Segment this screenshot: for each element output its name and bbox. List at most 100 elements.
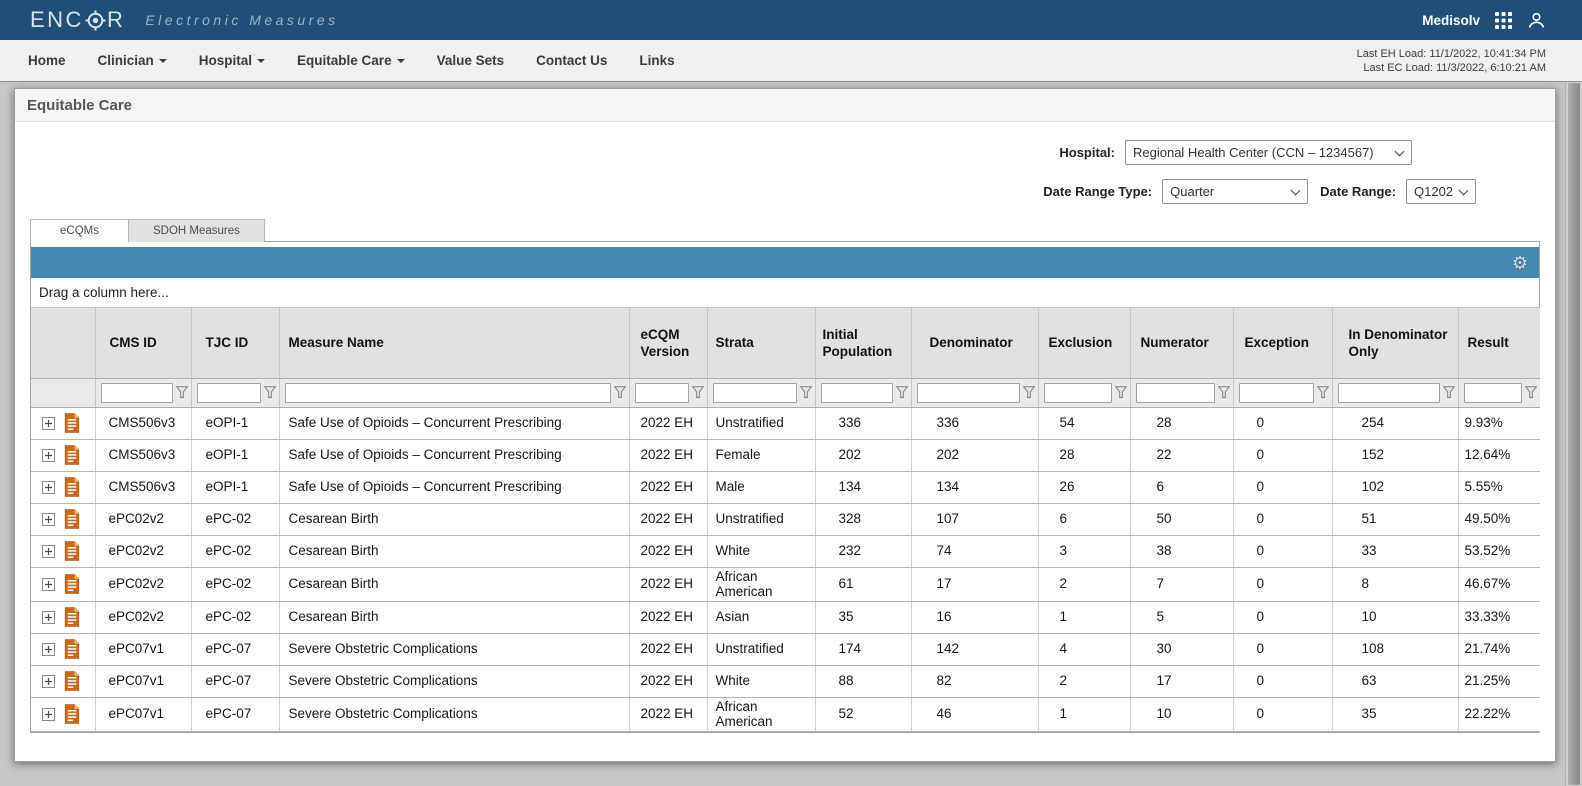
cell-numerator: 6 xyxy=(1130,471,1234,504)
nav-item-clinician[interactable]: Clinician xyxy=(82,53,183,68)
column-filter-input[interactable] xyxy=(284,382,611,403)
filter-funnel-icon[interactable] xyxy=(691,386,704,399)
cell-numerator: 50 xyxy=(1130,503,1234,536)
vertical-scrollbar[interactable] xyxy=(1565,82,1582,786)
column-filter-input[interactable] xyxy=(712,382,797,403)
table-body: CMS506v3 eOPI-1 Safe Use of Opioids – Co… xyxy=(31,407,1540,732)
cell-result: 53.52% xyxy=(1458,535,1540,568)
cell-strata: Unstratified xyxy=(707,503,816,536)
column-filter-input[interactable] xyxy=(1043,382,1112,403)
last-eh-load-text: Last EH Load: 11/1/2022, 10:41:34 PM xyxy=(1356,47,1546,60)
cell-numerator: 38 xyxy=(1130,535,1234,568)
column-filter-input[interactable] xyxy=(1238,382,1314,403)
expand-row-icon[interactable] xyxy=(42,512,55,526)
cell-strata: White xyxy=(707,665,816,698)
nav-item-equitable-care[interactable]: Equitable Care xyxy=(281,53,421,68)
filter-funnel-icon[interactable] xyxy=(1022,386,1035,399)
column-filter-input[interactable] xyxy=(196,382,261,403)
expand-row-icon[interactable] xyxy=(42,480,55,494)
column-filter-input[interactable] xyxy=(1463,382,1522,403)
filter-funnel-icon[interactable] xyxy=(1217,386,1230,399)
cell-measure-name: Cesarean Birth xyxy=(279,503,630,536)
cell-ecqm-version: 2022 EH xyxy=(629,633,708,666)
measure-document-icon[interactable] xyxy=(64,704,80,724)
expand-row-icon[interactable] xyxy=(42,544,55,558)
filter-cell xyxy=(707,378,816,408)
tab-ecqms[interactable]: eCQMs xyxy=(30,219,129,243)
date-range-select[interactable]: Q12022 xyxy=(1406,178,1476,204)
filter-funnel-icon[interactable] xyxy=(1525,386,1537,399)
filter-funnel-icon[interactable] xyxy=(895,386,908,399)
expand-row-icon[interactable] xyxy=(42,416,55,430)
cell-in-denominator-only: 152 xyxy=(1332,439,1459,472)
filter-funnel-icon[interactable] xyxy=(1442,386,1455,399)
date-range-type-select[interactable]: Quarter xyxy=(1162,178,1309,204)
user-org-label[interactable]: Medisolv xyxy=(1422,12,1480,28)
group-by-drop-zone[interactable]: Drag a column here... xyxy=(31,278,1539,308)
cell-measure-name: Severe Obstetric Complications xyxy=(279,665,630,698)
nav-item-value-sets[interactable]: Value Sets xyxy=(436,53,505,68)
expand-row-icon[interactable] xyxy=(42,707,55,721)
filter-cell xyxy=(191,378,280,408)
measure-document-icon[interactable] xyxy=(64,574,80,594)
column-filter-input[interactable] xyxy=(1337,382,1440,403)
chevron-down-icon xyxy=(396,59,405,63)
cell-ecqm-version: 2022 EH xyxy=(629,439,708,472)
measure-tabs: eCQMs SDOH Measures xyxy=(30,219,1555,243)
expand-row-icon[interactable] xyxy=(42,448,55,462)
app-grid-icon[interactable] xyxy=(1495,11,1512,29)
expand-row-icon[interactable] xyxy=(42,642,55,656)
nav-item-contact-us[interactable]: Contact Us xyxy=(536,53,608,68)
expand-row-icon[interactable] xyxy=(42,610,55,624)
expand-row-icon[interactable] xyxy=(42,577,55,591)
date-range-label: Date Range: xyxy=(1320,183,1396,199)
cell-denominator: 74 xyxy=(911,535,1039,568)
nav-item-links[interactable]: Links xyxy=(639,53,675,68)
measure-document-icon[interactable] xyxy=(64,509,80,529)
cell-initial-population: 134 xyxy=(815,471,912,504)
tab-sdoh-measures[interactable]: SDOH Measures xyxy=(128,219,265,242)
scrollbar-thumb[interactable] xyxy=(1568,83,1580,785)
report-controls: Hospital: Regional Health Center (CCN – … xyxy=(15,122,1555,219)
cell-exclusion: 2 xyxy=(1038,665,1131,698)
measure-document-icon[interactable] xyxy=(64,413,80,433)
cell-initial-population: 88 xyxy=(815,665,912,698)
measure-document-icon[interactable] xyxy=(64,607,80,627)
column-filter-input[interactable] xyxy=(634,382,689,403)
column-filter-input[interactable] xyxy=(100,382,173,403)
gear-icon[interactable]: ⚙ xyxy=(1511,252,1528,273)
filter-funnel-icon[interactable] xyxy=(175,386,188,399)
table-row: ePC02v2 ePC-02 Cesarean Birth 2022 EH Un… xyxy=(31,503,1540,536)
row-icons-cell xyxy=(31,633,96,666)
filter-funnel-icon[interactable] xyxy=(613,386,626,399)
expand-row-icon[interactable] xyxy=(42,674,55,688)
filter-funnel-icon[interactable] xyxy=(799,386,812,399)
measure-document-icon[interactable] xyxy=(64,671,80,691)
cell-denominator: 46 xyxy=(911,697,1039,732)
measure-document-icon[interactable] xyxy=(64,477,80,497)
chevron-down-icon xyxy=(257,59,266,63)
user-profile-icon[interactable] xyxy=(1527,11,1546,30)
measure-document-icon[interactable] xyxy=(64,541,80,561)
filter-funnel-icon[interactable] xyxy=(263,386,276,399)
hospital-select[interactable]: Regional Health Center (CCN – 1234567) xyxy=(1125,139,1412,165)
row-icons-cell xyxy=(31,471,96,504)
cell-numerator: 17 xyxy=(1130,665,1234,698)
column-filter-input[interactable] xyxy=(820,382,893,403)
column-filter-input[interactable] xyxy=(1135,382,1215,403)
top-app-bar: ENC R Electronic Measures Medisolv xyxy=(0,0,1582,40)
encor-logo: ENC R Electronic Measures xyxy=(30,7,339,33)
measure-document-icon[interactable] xyxy=(64,445,80,465)
row-icons-cell xyxy=(31,601,96,634)
column-filter-input[interactable] xyxy=(916,382,1020,403)
filter-funnel-icon[interactable] xyxy=(1316,386,1329,399)
logo-tagline: Electronic Measures xyxy=(145,12,339,28)
nav-item-home[interactable]: Home xyxy=(28,53,66,68)
cell-cms-id: ePC02v2 xyxy=(95,503,192,536)
header-exclusion: Exclusion xyxy=(1038,308,1131,379)
filter-funnel-icon[interactable] xyxy=(1114,386,1127,399)
measure-document-icon[interactable] xyxy=(64,639,80,659)
cell-result: 21.74% xyxy=(1458,633,1540,666)
filter-cell xyxy=(279,378,630,408)
nav-item-hospital[interactable]: Hospital xyxy=(183,53,281,68)
